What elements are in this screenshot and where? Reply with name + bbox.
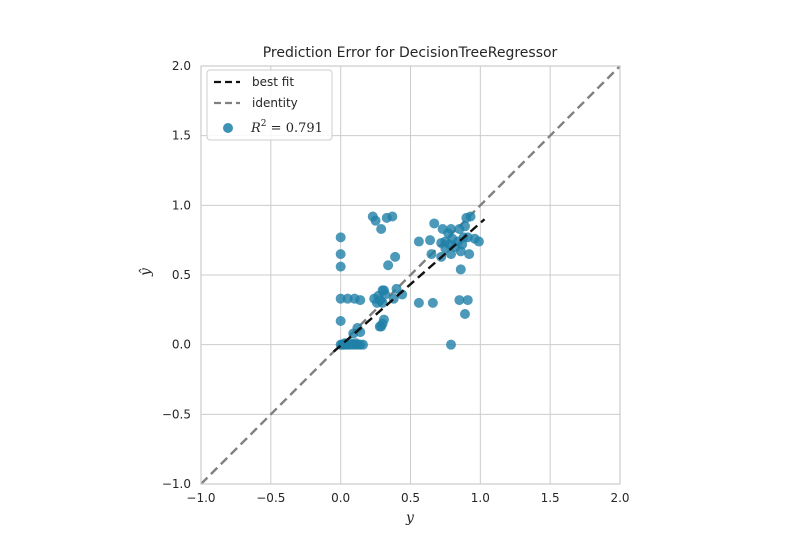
best-fit-line <box>332 218 486 353</box>
legend-identity-label: identity <box>252 96 298 110</box>
data-point <box>397 289 408 300</box>
y-tick-label: 1.5 <box>172 129 191 143</box>
plot-frame <box>200 65 621 485</box>
data-point <box>335 232 346 243</box>
y-tick-label: 0.0 <box>172 338 191 352</box>
data-point <box>425 235 436 246</box>
data-point <box>387 211 398 222</box>
x-tick-label: −0.5 <box>256 491 285 505</box>
data-point <box>413 236 424 247</box>
data-point <box>413 297 424 308</box>
legend-box <box>206 69 333 141</box>
data-point <box>462 295 473 306</box>
x-tick-label: −1.0 <box>186 491 215 505</box>
x-tick-label: 0.5 <box>401 491 420 505</box>
data-point <box>370 215 381 226</box>
x-tick-label: 2.0 <box>610 491 629 505</box>
data-point <box>390 251 401 262</box>
data-point <box>335 261 346 272</box>
data-point <box>380 289 391 300</box>
x-tick-labels: −1.0 −0.5 0.0 0.5 1.0 1.5 2.0 <box>186 491 629 505</box>
y-axis-label: ŷ <box>137 267 154 277</box>
x-tick-label: 0.0 <box>331 491 350 505</box>
identity-line <box>200 65 621 485</box>
y-tick-label: −1.0 <box>162 477 191 491</box>
y-tick-labels: −1.0 −0.5 0.0 0.5 1.0 1.5 2.0 <box>162 59 191 491</box>
data-point <box>378 314 389 325</box>
data-point <box>464 249 475 260</box>
data-point <box>455 264 466 275</box>
data-point <box>342 293 353 304</box>
legend-points-swatch <box>223 123 233 133</box>
y-tick-label: −0.5 <box>162 407 191 421</box>
data-point <box>355 295 366 306</box>
data-point <box>446 224 457 235</box>
y-tick-label: 2.0 <box>172 59 191 73</box>
legend: best fit identity R2 = 0.791 <box>206 69 333 141</box>
data-point <box>345 338 356 349</box>
data-point <box>352 322 363 333</box>
data-point <box>376 224 387 235</box>
data-point <box>383 260 394 271</box>
y-tick-label: 0.5 <box>172 268 191 282</box>
data-point <box>335 293 346 304</box>
data-point <box>459 221 470 232</box>
data-point <box>446 339 457 350</box>
data-point <box>429 218 440 229</box>
data-point <box>335 249 346 260</box>
data-point <box>454 295 465 306</box>
legend-best-fit-label: best fit <box>252 75 294 89</box>
data-point <box>335 315 346 326</box>
best-fit-line-layer <box>332 218 486 353</box>
data-point <box>461 212 472 223</box>
x-axis-label: y <box>405 510 415 526</box>
x-tick-label: 1.0 <box>471 491 490 505</box>
data-point <box>459 309 470 320</box>
chart-title: Prediction Error for DecisionTreeRegress… <box>263 45 558 61</box>
identity-line-layer <box>200 65 621 485</box>
x-tick-label: 1.5 <box>541 491 560 505</box>
legend-r2-label: R2 = 0.791 <box>250 119 323 136</box>
data-point <box>377 297 388 308</box>
data-point <box>427 297 438 308</box>
y-tick-label: 1.0 <box>172 198 191 212</box>
data-point <box>473 236 484 247</box>
data-point <box>426 249 437 260</box>
